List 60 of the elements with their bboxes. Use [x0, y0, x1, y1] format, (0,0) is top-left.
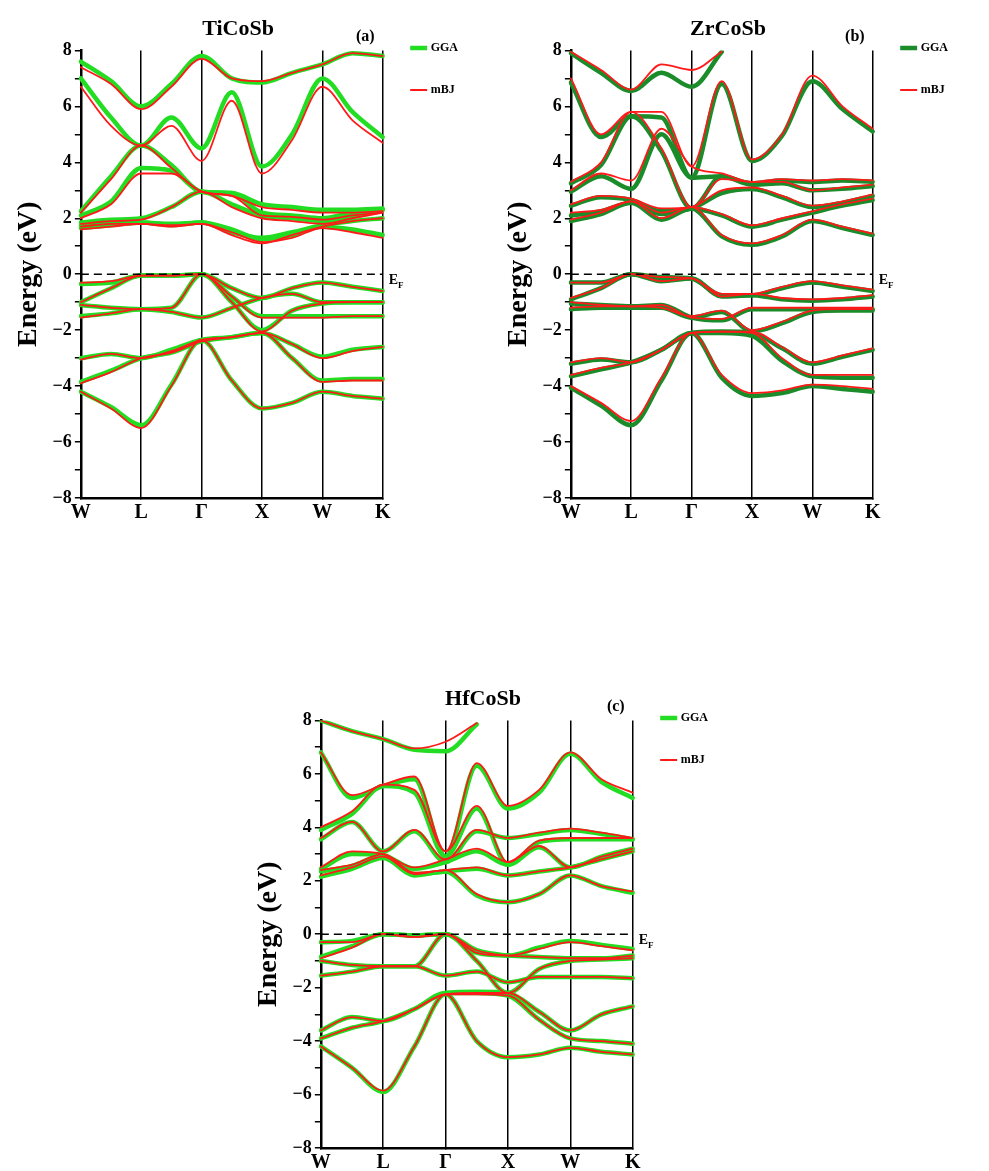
legend-label: GGA	[430, 40, 459, 55]
y-tick-label: −8	[52, 486, 72, 507]
x-tick-label: W	[70, 500, 91, 523]
x-tick-label: X	[500, 1150, 516, 1171]
y-tick-label: 8	[62, 39, 72, 60]
y-tick-label: 0	[302, 922, 312, 943]
x-tick-label: W	[312, 500, 333, 523]
legend-label: GGA	[920, 40, 949, 55]
y-tick-label: −2	[52, 318, 72, 339]
y-axis-title: Energy (eV)	[501, 201, 533, 347]
legend-label: mBJ	[920, 82, 945, 97]
x-tick-label: W	[560, 500, 581, 523]
x-tick-label: Γ	[195, 500, 208, 523]
y-tick-label: −2	[542, 318, 562, 339]
y-tick-label: 6	[302, 762, 312, 783]
chart-title: TiCoSb	[202, 14, 274, 40]
x-tick-label: L	[134, 500, 148, 523]
y-tick-label: −8	[542, 486, 562, 507]
y-tick-label: −8	[292, 1136, 312, 1157]
y-tick-label: 2	[552, 206, 562, 227]
y-tick-label: −6	[292, 1083, 312, 1104]
y-tick-label: 0	[552, 262, 562, 283]
y-tick-label: 8	[552, 39, 562, 60]
x-tick-label: X	[254, 500, 270, 523]
y-axis-title: Energy (eV)	[11, 201, 43, 347]
y-tick-label: −6	[542, 430, 562, 451]
text: (b)	[845, 26, 865, 45]
x-tick-label: K	[624, 1150, 641, 1171]
chart-title: HfCoSb	[445, 684, 521, 710]
y-axis-title: Energy (eV)	[251, 861, 283, 1007]
y-tick-label: 2	[62, 206, 72, 227]
x-tick-label: L	[624, 500, 638, 523]
x-tick-label: W	[310, 1150, 331, 1171]
y-tick-label: 6	[552, 95, 562, 116]
x-tick-label: L	[376, 1150, 390, 1171]
y-tick-label: 0	[62, 262, 72, 283]
y-tick-label: −2	[292, 976, 312, 997]
x-tick-label: X	[744, 500, 760, 523]
x-tick-label: Γ	[685, 500, 698, 523]
x-tick-label: W	[560, 1150, 581, 1171]
legend-label: mBJ	[430, 82, 455, 97]
y-tick-label: −4	[52, 374, 72, 395]
y-tick-label: 4	[552, 150, 562, 171]
text: (c)	[606, 696, 625, 715]
y-tick-label: 8	[302, 709, 312, 730]
legend-label: mBJ	[680, 752, 705, 767]
y-tick-label: −6	[52, 430, 72, 451]
text: (a)	[356, 26, 375, 45]
x-tick-label: W	[802, 500, 823, 523]
y-tick-label: 4	[62, 150, 72, 171]
legend-label: GGA	[680, 710, 709, 725]
x-tick-label: K	[864, 500, 881, 523]
y-tick-label: 6	[62, 95, 72, 116]
y-tick-label: 2	[302, 869, 312, 890]
y-tick-label: −4	[542, 374, 562, 395]
y-tick-label: 4	[302, 815, 312, 836]
x-tick-label: Γ	[439, 1150, 452, 1171]
x-tick-label: K	[374, 500, 391, 523]
chart-title: ZrCoSb	[690, 14, 766, 40]
y-tick-label: −4	[292, 1029, 312, 1050]
